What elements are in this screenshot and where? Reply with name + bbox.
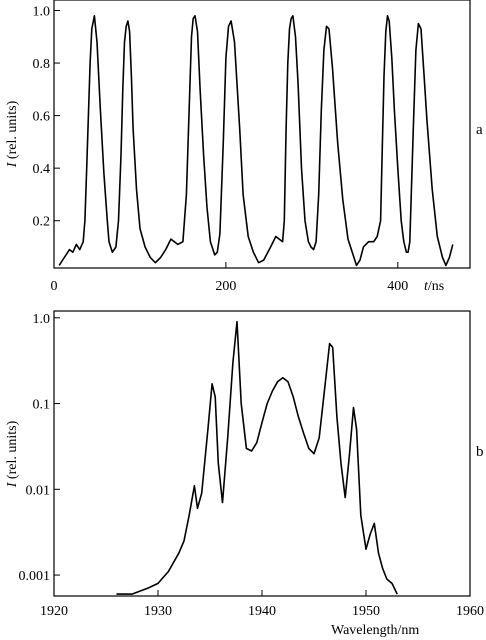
panel-b-y-ticks: 0.001 0.01 0.1 1.0: [19, 312, 60, 584]
panel-a-y-tick-label: 0.8: [33, 57, 51, 72]
panel-b: 0.001 0.01 0.1 1.0 1920 1930 1940 1950 1960 I (…: [5, 310, 484, 638]
panel-b-y-tick-label: 0.1: [33, 398, 51, 413]
panel-b-x-ticks: 1920 1930 1940 1950 1960: [40, 590, 484, 619]
panel-a-y-ticks: 0.2 0.4 0.6 0.8 1.0: [33, 5, 60, 230]
panel-b-x-tick-label: 1940: [248, 604, 276, 619]
panel-a-x-tick-label: 200: [215, 279, 236, 294]
panel-b-x-tick-label: 1960: [456, 604, 484, 619]
panel-b-series-line: [116, 320, 398, 595]
panel-a-y-axis-label: I (rel. units): [5, 100, 20, 168]
panel-a-y-tick-label: 0.6: [33, 110, 51, 125]
panel-b-x-tick-label: 1950: [352, 604, 380, 619]
panel-b-y-tick-label: 0.001: [19, 569, 51, 584]
panel-b-label: b: [476, 444, 484, 460]
panel-a-y-tick-label: 0.4: [33, 162, 51, 177]
panel-b-y-tick-label: 0.01: [26, 483, 51, 498]
panel-a-y-tick-label: 0.2: [33, 215, 51, 230]
panel-b-x-axis-label: Wavelength/nm: [331, 623, 419, 638]
panel-a-y-tick-label: 1.0: [33, 5, 51, 20]
panel-a-x-axis-label: t/ns: [424, 279, 444, 294]
panel-b-x-tick-label: 1920: [40, 604, 68, 619]
panel-b-y-axis-label: I (rel. units): [5, 420, 20, 488]
panel-b-frame: [53, 310, 471, 597]
panel-a-series-line: [58, 15, 454, 267]
panel-a-x-ticks: 0 200 400: [51, 262, 408, 294]
panel-a-x-tick-label: 0: [51, 279, 58, 294]
panel-a-label: a: [476, 122, 483, 138]
panel-b-x-tick-label: 1930: [144, 604, 172, 619]
panel-a: 0.2 0.4 0.6 0.8 1.0 0 200 400 I (rel. units) t…: [5, 0, 483, 294]
panel-a-frame: [53, 0, 471, 269]
panel-a-x-tick-label: 400: [387, 279, 408, 294]
panel-b-y-tick-label: 1.0: [33, 312, 51, 327]
